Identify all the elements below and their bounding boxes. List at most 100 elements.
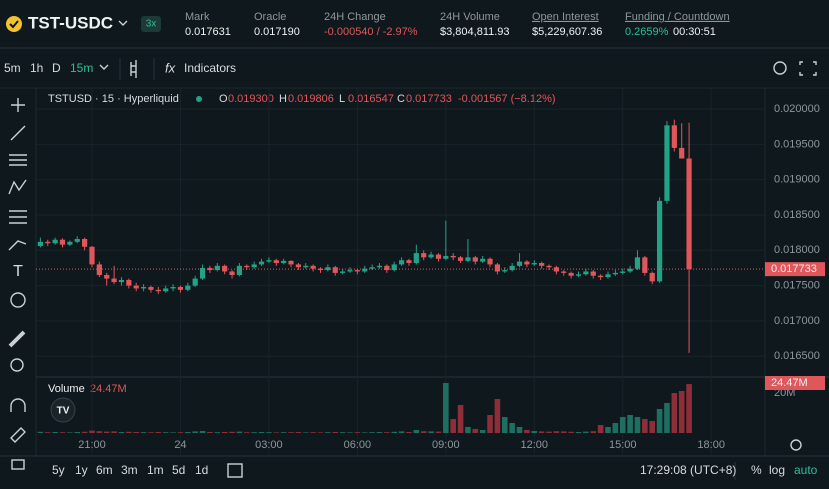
time-tick-label: 06:00 bbox=[344, 439, 372, 451]
candle-body bbox=[118, 279, 125, 283]
candle-body bbox=[428, 254, 434, 258]
volume-bar bbox=[89, 430, 95, 433]
interval[interactable]: 5m bbox=[4, 61, 21, 75]
screenshot-icon[interactable] bbox=[773, 61, 787, 75]
settings-icon[interactable] bbox=[790, 439, 802, 451]
candle-body bbox=[472, 257, 478, 262]
candle-body bbox=[649, 272, 655, 282]
log-toggle[interactable]: log bbox=[769, 463, 785, 477]
line-tool[interactable] bbox=[10, 125, 26, 141]
dropdown-chevron[interactable] bbox=[118, 20, 128, 26]
candle-body bbox=[435, 254, 442, 259]
range-button[interactable]: 3m bbox=[121, 463, 138, 477]
price-tick-label: 0.017000 bbox=[774, 315, 820, 327]
fib-tool[interactable] bbox=[9, 210, 27, 224]
ruler-tool[interactable] bbox=[8, 330, 26, 348]
indicators-button[interactable]: Indicators bbox=[184, 61, 236, 75]
magnet-tool[interactable] bbox=[10, 398, 26, 412]
time-tick-label: 21:00 bbox=[78, 439, 106, 451]
pattern-tool[interactable] bbox=[8, 179, 27, 195]
volume-bar bbox=[111, 431, 117, 433]
candle-body bbox=[546, 265, 552, 268]
candle-body bbox=[163, 288, 169, 292]
last-price-label: 0.017733 bbox=[771, 263, 817, 275]
percent-toggle[interactable]: % bbox=[751, 463, 762, 477]
volume-bar bbox=[52, 432, 58, 433]
candle-body bbox=[170, 287, 176, 289]
candle-body bbox=[634, 257, 641, 269]
candle-body bbox=[598, 275, 604, 278]
volume-bar bbox=[74, 432, 81, 433]
range-button[interactable]: 1m bbox=[147, 463, 164, 477]
last-volume-box bbox=[765, 376, 825, 390]
volume-bar bbox=[199, 431, 206, 433]
brush-tool[interactable] bbox=[8, 240, 27, 251]
volume-bar bbox=[420, 431, 427, 433]
volume-bar bbox=[44, 432, 51, 433]
price-tick-label: 0.019000 bbox=[774, 174, 820, 186]
range-button[interactable]: 5d bbox=[172, 463, 185, 477]
interval-chevron[interactable] bbox=[99, 64, 109, 70]
candle-body bbox=[671, 125, 677, 148]
candle-body bbox=[236, 265, 243, 276]
candle-type-icon[interactable] bbox=[130, 60, 137, 78]
volume-bar bbox=[583, 431, 589, 433]
coin-check bbox=[9, 20, 19, 29]
eraser-tool[interactable] bbox=[10, 427, 26, 443]
volume-bar bbox=[465, 427, 471, 433]
candle-body bbox=[310, 265, 316, 269]
volume-bar bbox=[221, 432, 228, 433]
volume-bar bbox=[67, 432, 73, 433]
emoji-tool[interactable] bbox=[10, 292, 26, 308]
stat-value: 00:30:51 bbox=[673, 26, 716, 38]
legend-name: TSTUSD · 15 · Hyperliquid bbox=[48, 93, 179, 105]
range-button[interactable]: 6m bbox=[96, 463, 113, 477]
volume-bar bbox=[126, 431, 132, 433]
volume-bar bbox=[406, 432, 412, 433]
candle-body bbox=[480, 258, 486, 262]
volume-bar bbox=[597, 425, 604, 433]
auto-toggle[interactable]: auto bbox=[794, 463, 818, 477]
lock-tool[interactable] bbox=[11, 459, 25, 470]
channel-tool[interactable] bbox=[9, 154, 27, 166]
clock[interactable]: 17:29:08 (UTC+8) bbox=[640, 463, 736, 477]
interval[interactable]: 1h bbox=[30, 61, 43, 75]
candle-body bbox=[133, 285, 139, 289]
stat-value: $5,229,607.36 bbox=[532, 26, 602, 38]
zoom-tool[interactable] bbox=[10, 358, 24, 372]
drawing-tools: T bbox=[8, 98, 27, 470]
price-tick-label: 0.018000 bbox=[774, 244, 820, 256]
interval[interactable]: D bbox=[52, 61, 61, 75]
volume-bar bbox=[479, 430, 486, 433]
candle-body bbox=[384, 265, 390, 271]
candle-body bbox=[612, 272, 618, 275]
range-button[interactable]: 5y bbox=[52, 463, 65, 477]
time-tick-label: 15:00 bbox=[609, 439, 637, 451]
candle-body bbox=[111, 278, 117, 283]
volume-bar bbox=[148, 432, 154, 433]
interval-active[interactable]: 15m bbox=[70, 61, 93, 75]
candle-body bbox=[656, 200, 663, 282]
volume-bar bbox=[435, 431, 442, 433]
candle-body bbox=[531, 263, 537, 265]
range-button[interactable]: 1d bbox=[195, 463, 208, 477]
range-button[interactable]: 1y bbox=[75, 463, 88, 477]
volume-bar bbox=[627, 415, 633, 433]
fullscreen-icon[interactable] bbox=[799, 61, 817, 76]
tv-logo[interactable] bbox=[50, 397, 76, 423]
volume-bar bbox=[553, 431, 560, 433]
candle-body bbox=[627, 268, 633, 272]
leverage-badge[interactable] bbox=[141, 16, 161, 32]
candle-body bbox=[52, 239, 58, 244]
date-range-icon[interactable] bbox=[227, 463, 243, 478]
text-tool[interactable]: T bbox=[13, 263, 23, 280]
fx-icon[interactable]: fx bbox=[165, 60, 176, 75]
volume-bar bbox=[656, 409, 663, 433]
candle-body bbox=[502, 270, 508, 272]
crosshair-tool[interactable] bbox=[11, 98, 25, 112]
candle-body bbox=[295, 264, 301, 268]
candle-body bbox=[575, 274, 582, 276]
candle-body bbox=[605, 274, 611, 278]
candle-body bbox=[273, 260, 279, 264]
symbol[interactable]: TST-USDC bbox=[28, 13, 113, 32]
